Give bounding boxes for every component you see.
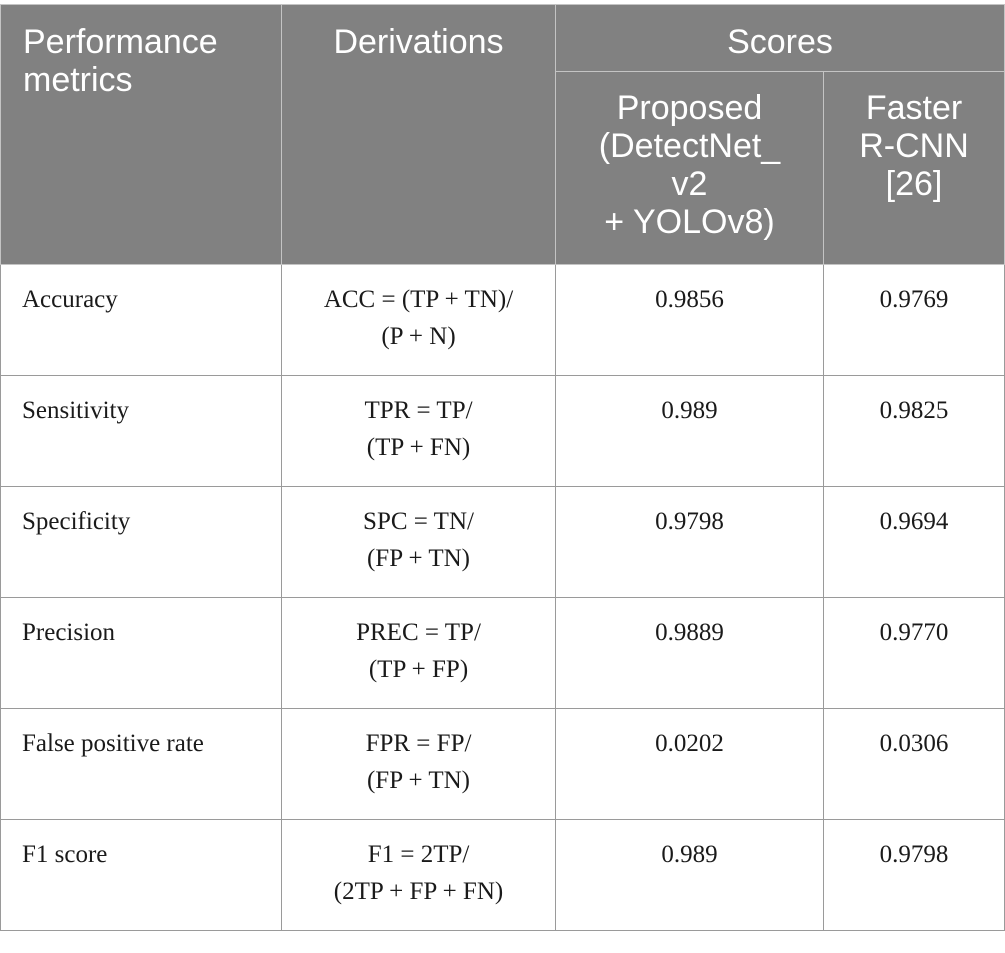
header-faster-rcnn: Faster R-CNN [26] bbox=[822, 71, 1005, 265]
faster-rcnn-score: 0.9694 bbox=[822, 486, 1005, 598]
metric-name: Sensitivity bbox=[0, 375, 282, 487]
header-row: Performance metrics Derivations Scores bbox=[0, 4, 1005, 265]
header-proposed-line-3: v2 bbox=[671, 165, 708, 203]
derivation-line-1: TPR = TP/ bbox=[364, 397, 473, 424]
derivation-line-1: PREC = TP/ bbox=[356, 619, 481, 646]
header-faster-line-3: [26] bbox=[885, 165, 943, 203]
table-row: F1 score F1 = 2TP/ (2TP + FP + FN) 0.989… bbox=[0, 819, 1005, 931]
proposed-score: 0.9856 bbox=[555, 264, 824, 376]
derivation: ACC = (TP + TN)/ (P + N) bbox=[281, 264, 556, 376]
derivation: PREC = TP/ (TP + FP) bbox=[281, 597, 556, 709]
header-performance-metrics: Performance metrics bbox=[0, 4, 282, 265]
proposed-score: 0.9798 bbox=[555, 486, 824, 598]
faster-rcnn-score: 0.9770 bbox=[822, 597, 1005, 709]
derivation: F1 = 2TP/ (2TP + FP + FN) bbox=[281, 819, 556, 931]
derivation-line-2: (P + N) bbox=[381, 323, 456, 350]
derivation-line-2: (2TP + FP + FN) bbox=[333, 878, 504, 905]
faster-rcnn-score: 0.9798 bbox=[822, 819, 1005, 931]
header-proposed: Proposed (DetectNet_ v2 + YOLOv8) bbox=[555, 71, 824, 265]
faster-rcnn-score: 0.9769 bbox=[822, 264, 1005, 376]
proposed-score: 0.989 bbox=[555, 819, 824, 931]
header-proposed-line-1: Proposed bbox=[616, 89, 763, 127]
derivation-line-2: (FP + TN) bbox=[366, 545, 470, 572]
header-derivations: Derivations bbox=[281, 4, 556, 265]
header-scores: Scores bbox=[554, 4, 1005, 72]
header-faster-line-2: R-CNN bbox=[859, 127, 969, 165]
header-metric-line-1: Performance bbox=[23, 23, 218, 61]
derivation-line-2: (FP + TN) bbox=[366, 767, 470, 794]
derivation-line-1: FPR = FP/ bbox=[365, 730, 472, 757]
derivation-line-2: (TP + FN) bbox=[366, 434, 471, 461]
table-row: Sensitivity TPR = TP/ (TP + FN) 0.989 0.… bbox=[0, 375, 1005, 487]
header-metric-line-2: metrics bbox=[23, 61, 133, 99]
derivation-line-1: F1 = 2TP/ bbox=[367, 841, 470, 868]
derivation-line-1: ACC = (TP + TN)/ bbox=[323, 286, 514, 313]
metric-name: Specificity bbox=[0, 486, 282, 598]
table-row: Specificity SPC = TN/ (FP + TN) 0.9798 0… bbox=[0, 486, 1005, 598]
derivation-line-2: (TP + FP) bbox=[368, 656, 469, 683]
proposed-score: 0.0202 bbox=[555, 708, 824, 820]
performance-metrics-table: Performance metrics Derivations Scores P… bbox=[0, 4, 1005, 931]
derivation-line-1: SPC = TN/ bbox=[363, 508, 474, 535]
derivation: FPR = FP/ (FP + TN) bbox=[281, 708, 556, 820]
header-subrow: Proposed (DetectNet_ v2 + YOLOv8) Faster… bbox=[1, 71, 1005, 265]
derivation: TPR = TP/ (TP + FN) bbox=[281, 375, 556, 487]
metric-name: Precision bbox=[0, 597, 282, 709]
derivation: SPC = TN/ (FP + TN) bbox=[281, 486, 556, 598]
faster-rcnn-score: 0.0306 bbox=[822, 708, 1005, 820]
table-header: Performance metrics Derivations Scores P… bbox=[0, 4, 1005, 265]
metric-name: Accuracy bbox=[0, 264, 282, 376]
metric-name: F1 score bbox=[0, 819, 282, 931]
metric-name: False positive rate bbox=[0, 708, 282, 820]
table-row: False positive rate FPR = FP/ (FP + TN) … bbox=[0, 708, 1005, 820]
proposed-score: 0.989 bbox=[555, 375, 824, 487]
proposed-score: 0.9889 bbox=[555, 597, 824, 709]
header-proposed-line-4: + YOLOv8) bbox=[604, 203, 775, 241]
table-row: Accuracy ACC = (TP + TN)/ (P + N) 0.9856… bbox=[0, 264, 1005, 376]
faster-rcnn-score: 0.9825 bbox=[822, 375, 1005, 487]
header-faster-line-1: Faster bbox=[865, 89, 963, 127]
table-body: Accuracy ACC = (TP + TN)/ (P + N) 0.9856… bbox=[0, 264, 1005, 931]
table-row: Precision PREC = TP/ (TP + FP) 0.9889 0.… bbox=[0, 597, 1005, 709]
header-proposed-line-2: (DetectNet_ bbox=[598, 127, 781, 165]
